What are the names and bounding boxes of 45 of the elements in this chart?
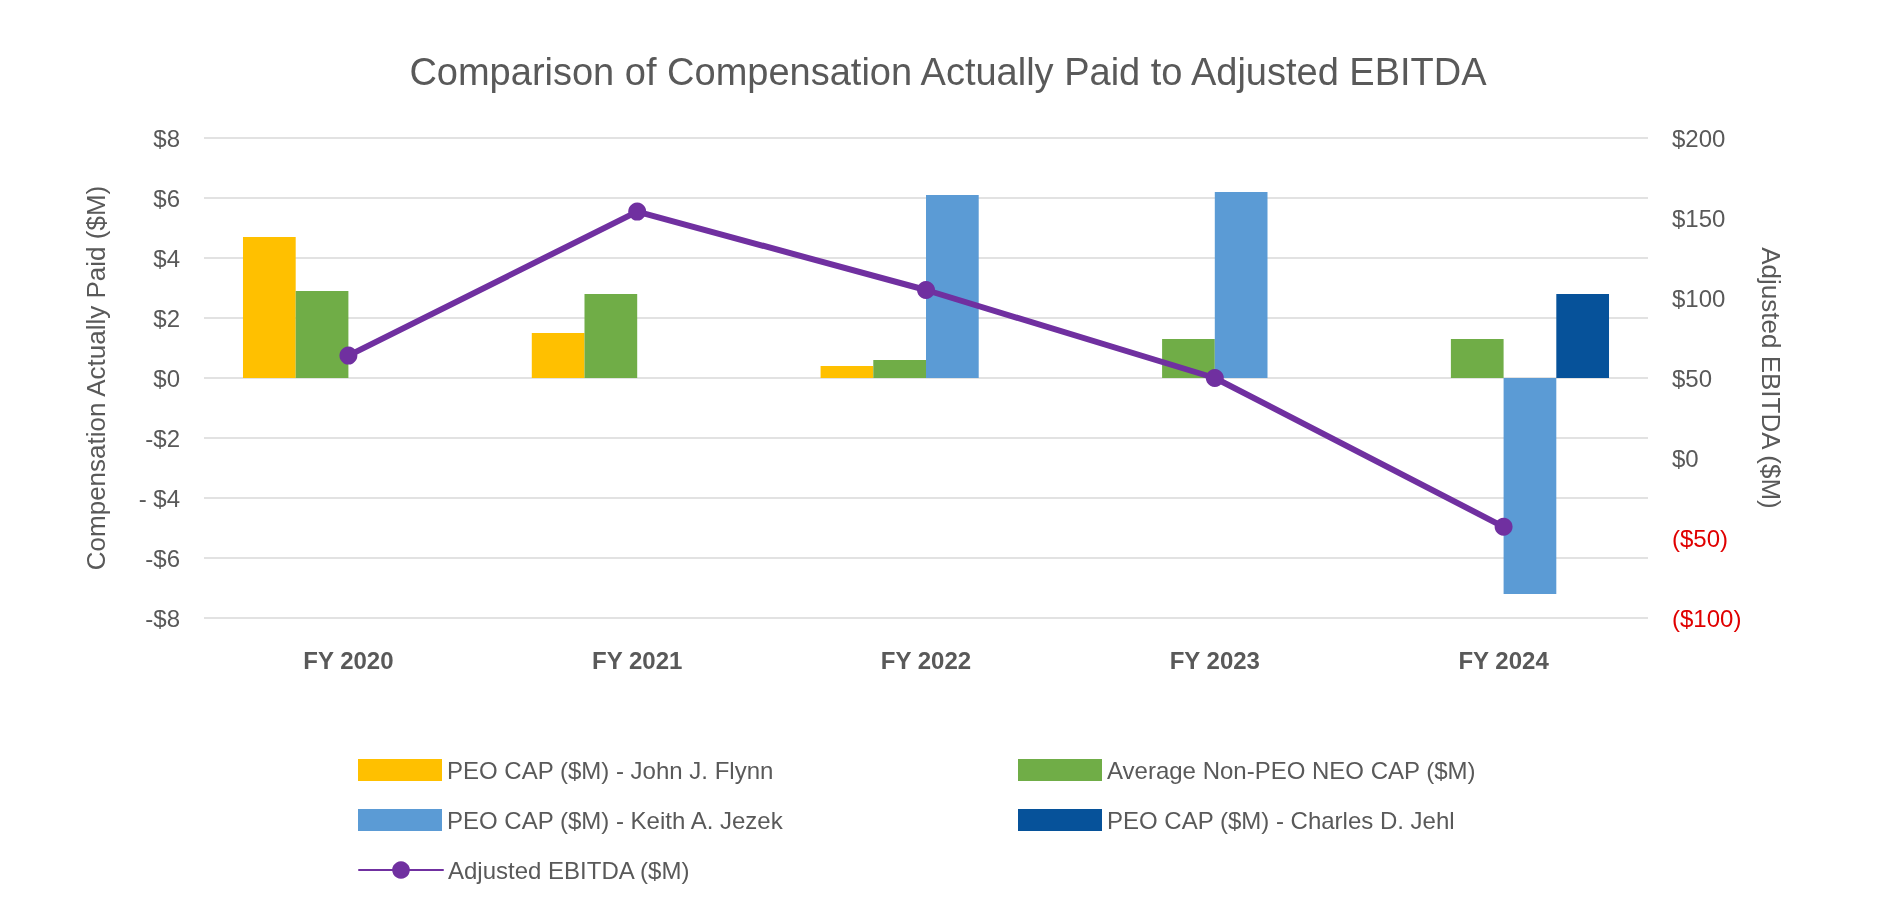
bar <box>531 333 585 378</box>
y-tick-label: $2 <box>153 304 180 332</box>
bar <box>873 360 926 378</box>
point <box>917 281 935 299</box>
y2-tick-label: $0 <box>1672 444 1699 472</box>
legend-label: PEO CAP ($M) - Keith A. Jezek <box>447 806 784 834</box>
legend-label: Average Non-PEO NEO CAP ($M) <box>1107 756 1476 784</box>
y-tick-label: -$8 <box>145 604 180 632</box>
x-tick-label: FY 2020 <box>303 646 394 674</box>
y2-tick-label: $200 <box>1672 124 1726 152</box>
bar <box>820 366 874 378</box>
point <box>339 346 358 365</box>
x-tick-label: FY 2023 <box>1169 646 1260 674</box>
bar <box>1503 378 1557 594</box>
y-axis-title: Compensation Actually Paid ($M) <box>81 185 111 571</box>
chart-title: Comparison of Compensation Actually Paid to Adjusted EBITDA <box>409 51 1488 93</box>
y-tick-label: - $4 <box>138 484 180 512</box>
y2-tick-label: $100 <box>1672 284 1726 312</box>
y-tick-label: -$2 <box>145 424 180 452</box>
bar <box>926 195 979 378</box>
y2-tick-label: ($50) <box>1672 524 1729 552</box>
point <box>628 202 647 221</box>
y-tick-label: $6 <box>153 184 180 212</box>
y-tick-label: $8 <box>153 124 180 152</box>
bar <box>295 291 349 378</box>
x-tick-label: FY 2021 <box>592 646 683 674</box>
bar <box>1214 192 1268 378</box>
y-tick-label: $0 <box>153 364 180 392</box>
point <box>1205 369 1224 387</box>
legend-label: PEO CAP ($M) - John J. Flynn <box>447 756 774 784</box>
y2-tick-label: $50 <box>1672 364 1713 392</box>
y-tick-label: $4 <box>153 244 180 272</box>
bar <box>1556 294 1610 378</box>
bar <box>242 237 296 378</box>
y2-tick-label: ($100) <box>1672 604 1742 632</box>
y-tick-label: -$6 <box>145 544 180 572</box>
y2-tick-label: $150 <box>1672 204 1726 232</box>
bar <box>584 294 638 378</box>
legend-label: PEO CAP ($M) - Charles D. Jehl <box>1107 806 1455 834</box>
point <box>1494 517 1513 536</box>
bar <box>1450 339 1504 378</box>
x-tick-label: FY 2024 <box>1458 646 1550 674</box>
x-tick-label: FY 2022 <box>880 646 972 674</box>
legend-label: Adjusted EBITDA ($M) <box>448 856 690 884</box>
y2-axis-title: Adjusted EBITDA ($M) <box>1756 247 1786 509</box>
